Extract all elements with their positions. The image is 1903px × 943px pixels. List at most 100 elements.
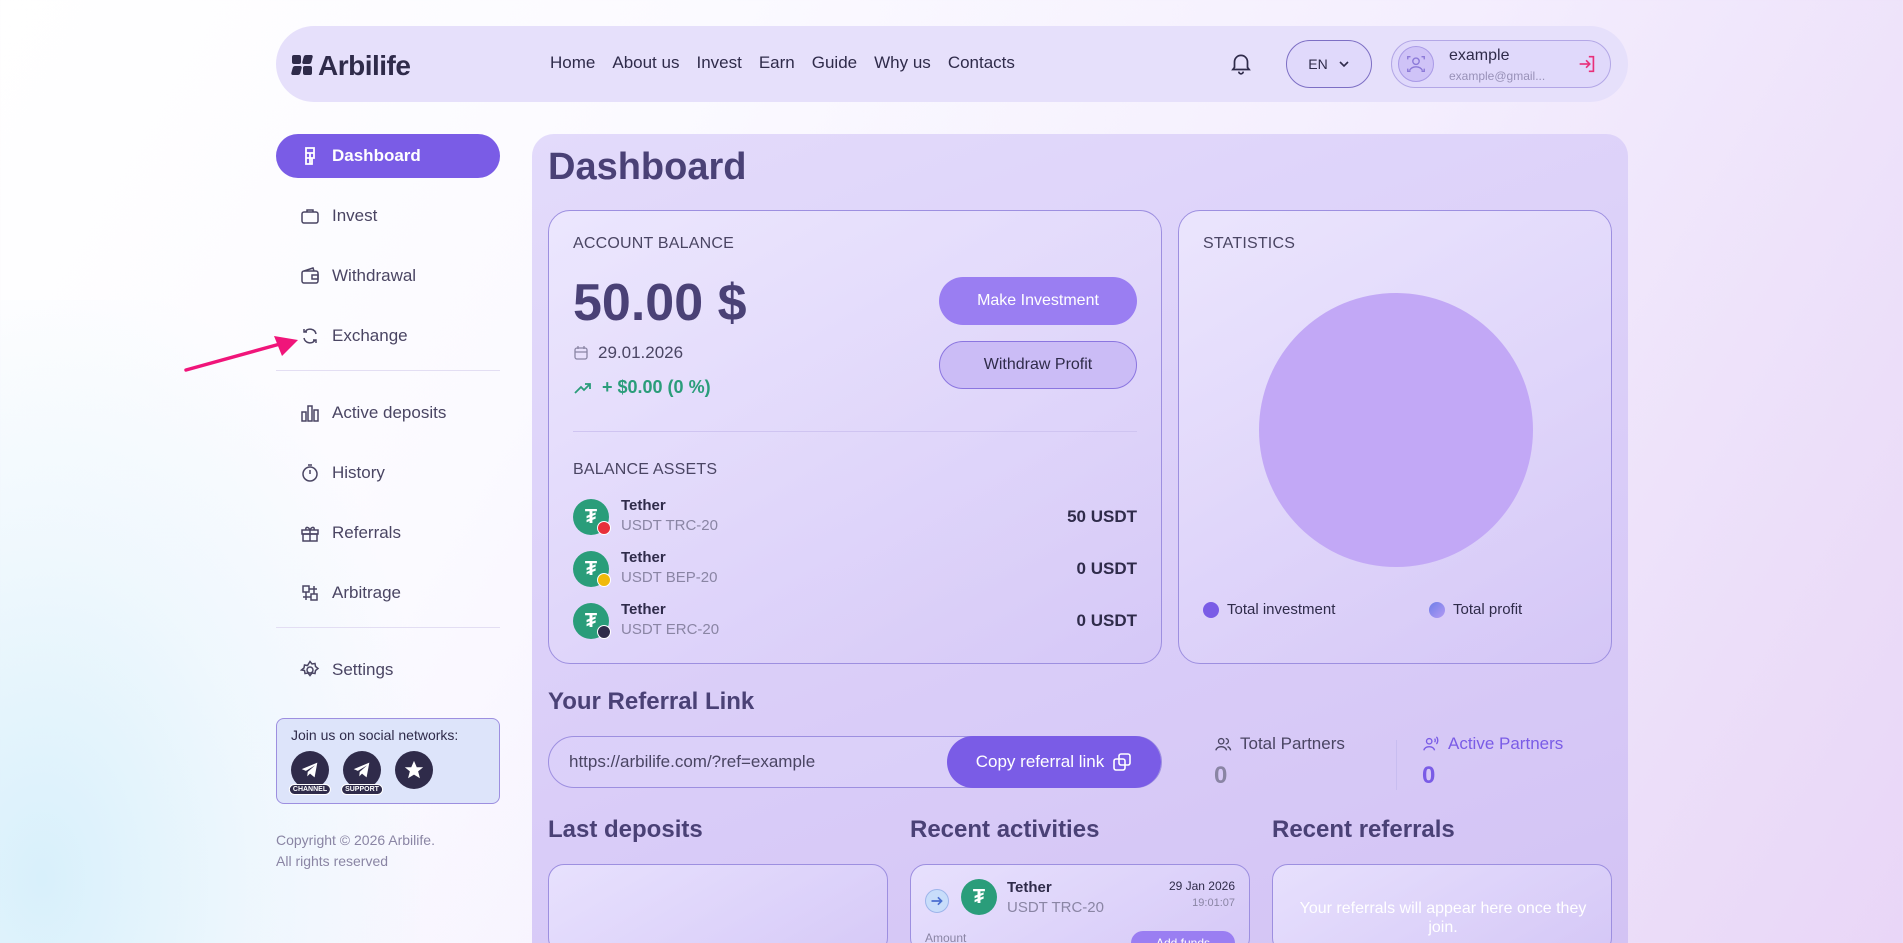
logout-icon[interactable] <box>1576 53 1598 75</box>
activity-amount-label: Amount <box>925 931 967 943</box>
gift-icon <box>301 526 319 542</box>
social-title: Join us on social networks: <box>291 727 459 743</box>
add-funds-button[interactable]: Add funds <box>1131 931 1235 943</box>
social-tag: SUPPORT <box>341 784 383 795</box>
nav-home[interactable]: Home <box>550 53 596 72</box>
asset-name: Tether <box>621 549 666 566</box>
balance-label: ACCOUNT BALANCE <box>573 235 734 252</box>
sidebar-item-history[interactable]: History <box>276 451 500 495</box>
arrow-right-icon <box>925 889 949 913</box>
asset-value: 0 USDT <box>1076 559 1137 578</box>
sidebar-item-exchange[interactable]: Exchange <box>276 314 500 358</box>
active-partners-value: 0 <box>1422 762 1436 789</box>
bnb-network-icon <box>597 573 611 587</box>
asset-row: ₮ Tether USDT TRC-20 50 USDT <box>573 497 1137 537</box>
statistics-pie-chart[interactable] <box>1259 293 1533 567</box>
asset-value: 50 USDT <box>1067 507 1137 526</box>
withdraw-profit-button[interactable]: Withdraw Profit <box>939 341 1137 389</box>
asset-network: USDT BEP-20 <box>621 569 718 586</box>
referrals-empty-state: Your referrals will appear here once the… <box>1299 900 1587 936</box>
briefcase-icon <box>301 209 319 224</box>
sidebar: Dashboard Invest Withdrawal Exchange Act… <box>276 134 500 872</box>
nav-invest[interactable]: Invest <box>696 53 742 72</box>
activity-time: 19:01:07 <box>1192 897 1235 909</box>
user-name: example <box>1449 47 1510 64</box>
sidebar-item-dashboard[interactable]: Dashboard <box>276 134 500 178</box>
nav-earn[interactable]: Earn <box>758 53 795 72</box>
card-divider <box>573 431 1137 432</box>
logo[interactable]: Arbilife <box>290 50 411 82</box>
referral-title: Your Referral Link <box>548 688 755 715</box>
balance-change: + $0.00 (0 %) <box>573 377 711 398</box>
stopwatch-icon <box>302 464 318 482</box>
main-nav: Home About us Invest Earn Guide Why us C… <box>550 53 1015 73</box>
top-header: Arbilife Home About us Invest Earn Guide… <box>276 26 1628 102</box>
last-deposits-card <box>548 864 888 943</box>
account-balance-card: ACCOUNT BALANCE 50.00 $ 29.01.2026 + $0.… <box>548 210 1162 664</box>
sidebar-item-arbitrage[interactable]: Arbitrage <box>276 571 500 615</box>
sidebar-item-label: Referrals <box>332 523 401 542</box>
last-deposits-title: Last deposits <box>548 816 703 843</box>
users-icon <box>1215 737 1232 751</box>
make-investment-button[interactable]: Make Investment <box>939 277 1137 325</box>
telegram-support-icon[interactable]: SUPPORT <box>341 751 383 795</box>
arbitrage-icon <box>302 585 318 601</box>
sidebar-item-label: Active deposits <box>332 403 447 422</box>
nav-about[interactable]: About us <box>612 53 680 72</box>
star-icon[interactable] <box>395 751 433 789</box>
recent-activities-card: ₮ Tether USDT TRC-20 29 Jan 2026 19:01:0… <box>910 864 1250 943</box>
bell-icon[interactable] <box>1228 50 1254 76</box>
total-partners: Total Partners 0 <box>1214 734 1345 790</box>
nav-why-us[interactable]: Why us <box>874 53 931 72</box>
sidebar-item-settings[interactable]: Settings <box>276 648 500 692</box>
asset-name: Tether <box>621 497 666 514</box>
dashboard-icon <box>305 147 315 165</box>
total-partners-value: 0 <box>1214 762 1228 789</box>
sidebar-item-invest[interactable]: Invest <box>276 194 500 238</box>
legend-dot <box>1429 601 1445 618</box>
annotation-arrow <box>184 336 298 372</box>
user-icon <box>1407 55 1425 73</box>
balance-date: 29.01.2026 <box>573 343 683 363</box>
logo-text: Arbilife <box>318 50 411 81</box>
statistics-label: STATISTICS <box>1203 235 1296 252</box>
sidebar-item-label: Settings <box>332 660 394 679</box>
asset-network: USDT ERC-20 <box>621 621 720 638</box>
total-partners-label: Total Partners <box>1240 734 1345 753</box>
sidebar-item-withdrawal[interactable]: Withdrawal <box>276 254 500 298</box>
social-networks-box: Join us on social networks: CHANNEL SUPP… <box>276 718 500 804</box>
sidebar-item-label: Arbitrage <box>332 583 401 602</box>
telegram-channel-icon[interactable]: CHANNEL <box>288 751 332 795</box>
legend-total-profit: Total profit <box>1429 601 1522 618</box>
copy-referral-button[interactable]: Copy referral link <box>947 736 1161 788</box>
copyright-line: Copyright © 2026 Arbilife. <box>276 832 435 848</box>
tether-icon: ₮ <box>961 879 997 915</box>
active-partners: Active Partners 0 <box>1422 734 1563 790</box>
referral-link-field[interactable]: https://arbilife.com/?ref=example Copy r… <box>548 736 1162 788</box>
language-selector[interactable]: EN <box>1286 40 1372 88</box>
sidebar-item-active-deposits[interactable]: Active deposits <box>276 391 500 435</box>
sidebar-item-label: Exchange <box>332 326 408 345</box>
nav-contacts[interactable]: Contacts <box>947 53 1015 72</box>
nav-guide[interactable]: Guide <box>811 53 858 72</box>
sidebar-divider <box>276 370 500 371</box>
sidebar-item-referrals[interactable]: Referrals <box>276 511 500 555</box>
copy-referral-label: Copy referral link <box>975 752 1105 771</box>
recent-referrals-card: Your referrals will appear here once the… <box>1272 864 1612 943</box>
statistics-card: STATISTICS Total investment Total profit <box>1178 210 1612 664</box>
logo-icon <box>290 55 314 77</box>
bar-chart-icon <box>301 405 319 422</box>
activity-date: 29 Jan 2026 <box>1168 879 1235 893</box>
recent-referrals-title: Recent referrals <box>1272 816 1455 843</box>
chevron-down-icon <box>1339 61 1349 68</box>
asset-row: ₮ Tether USDT ERC-20 0 USDT <box>573 601 1137 641</box>
ethereum-network-icon <box>597 625 611 639</box>
activity-network: USDT TRC-20 <box>1007 899 1104 916</box>
gear-icon <box>300 660 320 677</box>
legend-label: Total investment <box>1227 601 1336 618</box>
sidebar-item-label: Dashboard <box>332 146 421 165</box>
asset-value: 0 USDT <box>1076 611 1137 630</box>
copyright-line: All rights reserved <box>276 853 389 869</box>
user-menu[interactable]: example example@gmail... <box>1391 40 1611 88</box>
avatar <box>1398 46 1434 82</box>
